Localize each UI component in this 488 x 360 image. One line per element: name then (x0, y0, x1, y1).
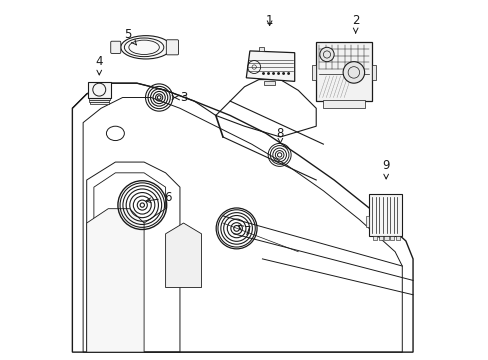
Circle shape (282, 72, 285, 75)
Text: 3: 3 (174, 91, 187, 104)
FancyBboxPatch shape (110, 41, 121, 53)
Circle shape (262, 72, 264, 75)
Bar (258, 47, 264, 51)
Text: 8: 8 (276, 127, 284, 143)
Circle shape (319, 47, 333, 62)
Ellipse shape (121, 36, 171, 59)
Circle shape (286, 72, 289, 75)
Bar (372, 235, 376, 240)
Bar (371, 65, 375, 80)
Text: 5: 5 (124, 28, 136, 45)
Bar (395, 235, 399, 240)
Text: 2: 2 (351, 14, 359, 33)
Bar (389, 235, 394, 240)
Text: 7: 7 (238, 225, 251, 238)
Text: 6: 6 (146, 192, 171, 204)
Bar (89, 102, 109, 104)
Bar (323, 100, 364, 108)
Circle shape (277, 72, 280, 75)
Text: 4: 4 (95, 55, 103, 75)
Text: 1: 1 (265, 14, 273, 27)
Polygon shape (246, 51, 294, 81)
Bar (264, 81, 274, 85)
Polygon shape (165, 223, 201, 288)
Bar (368, 194, 401, 235)
Bar (378, 235, 382, 240)
Polygon shape (86, 209, 144, 352)
Circle shape (271, 72, 274, 75)
Bar (311, 65, 316, 80)
Bar (316, 42, 371, 101)
Bar (88, 82, 110, 98)
FancyBboxPatch shape (166, 40, 178, 55)
Bar (89, 98, 109, 100)
Circle shape (266, 72, 269, 75)
Bar (365, 216, 368, 226)
Text: 9: 9 (382, 159, 389, 179)
Circle shape (343, 62, 364, 83)
Bar (384, 235, 388, 240)
Bar (89, 100, 109, 102)
